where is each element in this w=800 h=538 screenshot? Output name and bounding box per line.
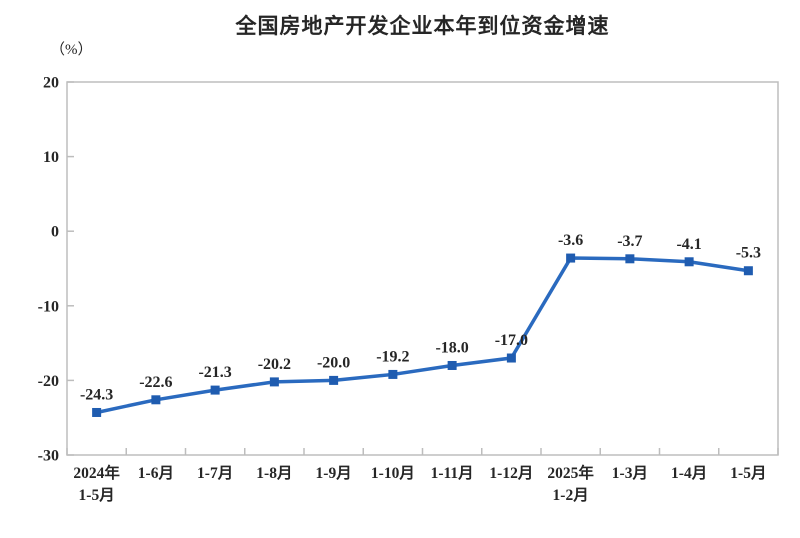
data-point-label: -21.3 (198, 364, 231, 381)
x-axis-category-label: 1-4月 (671, 464, 707, 482)
x-axis-category-label: 1-9月 (316, 464, 352, 482)
data-point-label: -22.6 (139, 374, 172, 391)
y-axis-tick-label: -10 (38, 298, 59, 315)
data-point-marker (151, 395, 161, 405)
data-point-marker (625, 254, 635, 264)
x-axis-category-label: 1-3月 (612, 464, 648, 482)
data-point-marker (92, 407, 102, 417)
data-point-label: -20.0 (317, 354, 350, 371)
data-point-label: -18.0 (435, 339, 468, 356)
data-point-label: -5.3 (736, 245, 761, 262)
x-axis-category-label: 1-5月 (730, 464, 766, 482)
series-line (94, 256, 751, 415)
x-axis-category-label: 1-6月 (138, 464, 174, 482)
x-axis-category-label: 1-10月 (371, 464, 415, 482)
data-point-marker (388, 369, 398, 379)
x-axis-category-label: 1-12月 (489, 464, 533, 482)
x-axis-category-label: 2024年 (73, 463, 120, 482)
y-axis-tick-label: 10 (43, 149, 59, 166)
x-axis-category-label: 1-8月 (256, 464, 292, 482)
data-point-marker (743, 266, 753, 276)
x-axis-category-label: 1-7月 (197, 464, 233, 482)
data-point-label: -20.2 (258, 356, 291, 373)
y-axis-tick-label: 0 (51, 224, 59, 241)
x-axis-category-label: 1-11月 (431, 464, 474, 482)
plot-border (66, 81, 779, 456)
y-axis-unit-label: （%） (50, 42, 93, 58)
y-axis-tick-label: 20 (43, 75, 59, 92)
x-axis-category-label: 1-5月 (79, 486, 115, 504)
data-point-marker (269, 377, 279, 387)
data-point-marker (566, 253, 576, 263)
data-point-marker (447, 360, 457, 370)
y-axis-tick-label: -20 (38, 373, 59, 390)
chart-title: 全国房地产开发企业本年到位资金增速 (235, 15, 610, 38)
data-point-marker (210, 385, 220, 395)
data-point-marker (684, 257, 694, 267)
x-axis-category-label: 2025年 (547, 463, 594, 482)
data-point-label: -3.6 (558, 232, 583, 249)
data-point-label: -4.1 (676, 236, 701, 253)
data-point-label: -19.2 (376, 348, 409, 365)
data-point-label: -24.3 (80, 386, 113, 403)
data-point-marker (506, 353, 516, 363)
data-point-marker (329, 375, 339, 385)
y-axis-tick-label: -30 (38, 448, 59, 465)
x-axis-category-label: 1-2月 (553, 486, 589, 504)
data-point-label: -3.7 (617, 233, 642, 250)
data-point-label: -17.0 (495, 332, 528, 349)
